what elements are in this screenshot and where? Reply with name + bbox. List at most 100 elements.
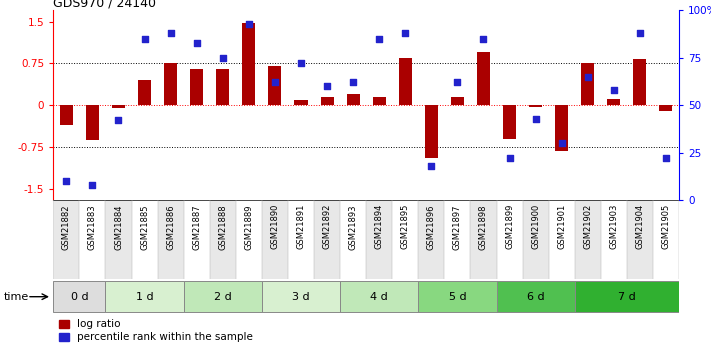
Bar [158,0,183,217]
Bar [262,200,288,279]
Text: 5 d: 5 d [449,292,466,302]
Point [87,182,98,188]
Point [478,36,489,42]
Point [348,80,359,85]
Bar [523,0,549,217]
Bar [555,105,568,151]
Bar [392,0,418,217]
Text: GSM21903: GSM21903 [609,204,619,249]
Bar [523,200,549,279]
Point [504,156,515,161]
Point [634,30,646,36]
Text: GSM21900: GSM21900 [531,204,540,249]
Bar [549,200,574,279]
Text: GSM21888: GSM21888 [218,204,228,250]
Bar [268,66,282,105]
Text: GSM21894: GSM21894 [375,204,384,249]
Text: GSM21883: GSM21883 [88,204,97,250]
Bar [627,0,653,217]
Bar [321,97,333,105]
Bar [288,200,314,279]
Bar [444,200,471,279]
Point [113,118,124,123]
Text: 4 d: 4 d [370,292,388,302]
Bar [132,0,158,217]
Text: GSM21902: GSM21902 [583,204,592,249]
Bar [451,97,464,105]
Text: 2 d: 2 d [214,292,232,302]
Text: GSM21896: GSM21896 [427,204,436,249]
Bar [477,52,490,105]
Bar [601,200,627,279]
Point [217,55,228,61]
Bar [314,200,340,279]
Bar [158,200,183,279]
Text: GSM21891: GSM21891 [296,204,306,249]
Bar [496,281,574,312]
Bar [366,0,392,217]
Text: 6 d: 6 d [527,292,545,302]
Point [556,140,567,146]
Point [373,36,385,42]
Text: GSM21905: GSM21905 [661,204,670,249]
Bar [607,99,620,105]
Point [60,178,72,184]
Bar [236,200,262,279]
Text: GSM21898: GSM21898 [479,204,488,249]
Point [661,156,672,161]
Text: 3 d: 3 d [292,292,310,302]
Bar [471,0,496,217]
Bar [53,200,80,279]
Legend: log ratio, percentile rank within the sample: log ratio, percentile rank within the sa… [58,319,253,342]
Bar [659,105,673,111]
Text: GSM21901: GSM21901 [557,204,566,249]
Bar [340,281,418,312]
Text: GSM21889: GSM21889 [245,204,253,249]
Bar [529,105,542,107]
Text: 0 d: 0 d [70,292,88,302]
Bar [634,59,646,105]
Bar [444,0,471,217]
Bar [627,200,653,279]
Bar [346,94,360,105]
Bar [183,0,210,217]
Bar [653,200,679,279]
Bar [496,200,523,279]
Point [269,80,281,85]
Point [321,83,333,89]
Point [426,163,437,169]
Bar [86,105,99,140]
Bar [471,200,496,279]
Bar [236,0,262,217]
Point [582,74,594,80]
Point [139,36,150,42]
Bar [112,105,125,108]
Bar [105,281,183,312]
Text: GSM21897: GSM21897 [453,204,462,249]
Text: GSM21884: GSM21884 [114,204,123,249]
Bar [314,0,340,217]
Bar [399,58,412,105]
Bar [366,200,392,279]
Bar [105,0,132,217]
Bar [373,97,385,105]
Bar [653,0,679,217]
Bar [210,200,236,279]
Text: GDS970 / 24140: GDS970 / 24140 [53,0,156,9]
Bar [80,200,105,279]
Bar [581,63,594,105]
Text: GSM21895: GSM21895 [401,204,410,249]
Text: GSM21882: GSM21882 [62,204,71,249]
Bar [288,0,314,217]
Bar [418,0,444,217]
Text: GSM21886: GSM21886 [166,204,175,250]
Point [400,30,411,36]
Bar [183,281,262,312]
Bar [601,0,627,217]
Point [451,80,463,85]
Text: GSM21890: GSM21890 [270,204,279,249]
Bar [242,23,255,105]
Point [295,61,306,66]
Text: GSM21899: GSM21899 [505,204,514,249]
Bar [503,105,516,139]
